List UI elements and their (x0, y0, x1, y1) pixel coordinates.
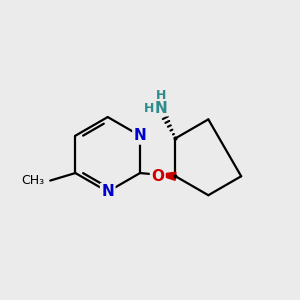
Text: N: N (134, 128, 146, 143)
Text: N: N (155, 101, 167, 116)
Text: H: H (156, 89, 166, 102)
Polygon shape (158, 172, 176, 180)
Text: H: H (144, 102, 154, 115)
Text: O: O (151, 169, 164, 184)
Text: N: N (101, 184, 114, 199)
Text: CH₃: CH₃ (21, 174, 44, 187)
